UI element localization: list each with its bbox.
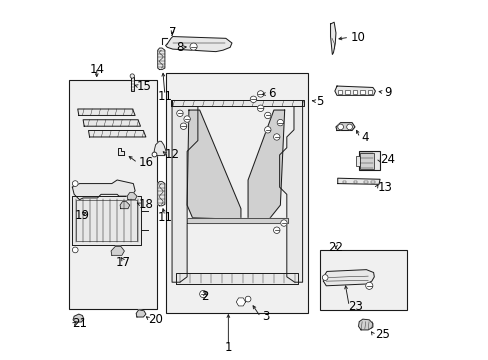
Polygon shape [176,273,298,284]
Bar [367,90,371,94]
Circle shape [280,220,286,226]
Text: 3: 3 [261,310,268,324]
Circle shape [190,43,197,50]
Text: 24: 24 [379,153,394,166]
Polygon shape [337,178,379,184]
Circle shape [277,120,283,126]
Polygon shape [334,86,375,95]
Bar [356,156,359,166]
Circle shape [183,116,190,122]
Circle shape [337,124,343,130]
Bar [342,181,346,183]
Polygon shape [187,110,241,220]
Text: 25: 25 [374,328,389,341]
Polygon shape [187,218,287,223]
Bar [353,181,356,183]
Text: 10: 10 [349,31,365,44]
Text: 19: 19 [75,210,90,222]
Circle shape [250,96,256,103]
Polygon shape [88,131,145,137]
Bar [360,90,364,94]
Polygon shape [279,101,302,282]
Text: 18: 18 [139,198,153,211]
Text: 16: 16 [139,156,153,169]
Text: 4: 4 [360,131,368,144]
Polygon shape [165,37,231,51]
Circle shape [72,247,78,253]
Polygon shape [111,246,124,255]
Bar [69,80,156,309]
Text: 21: 21 [72,317,87,330]
Polygon shape [72,196,140,244]
Text: 5: 5 [316,95,323,108]
Text: 9: 9 [384,86,391,99]
Circle shape [244,296,250,302]
Text: 14: 14 [89,63,104,76]
Bar [319,249,406,310]
Polygon shape [154,141,166,156]
Text: 15: 15 [136,80,151,93]
Circle shape [273,227,280,233]
Text: 12: 12 [164,148,180,161]
Bar [131,77,133,91]
Polygon shape [136,310,145,317]
Circle shape [176,110,183,117]
Bar [352,90,356,94]
Circle shape [264,112,270,119]
Bar [345,90,349,94]
Text: 13: 13 [376,181,391,194]
Polygon shape [330,22,335,54]
Circle shape [199,291,206,298]
Text: 17: 17 [116,256,130,269]
Polygon shape [83,120,140,126]
Text: 11: 11 [157,90,172,103]
Text: 20: 20 [147,312,162,326]
Circle shape [273,134,280,140]
Polygon shape [358,319,372,330]
Text: 22: 22 [328,241,343,254]
Polygon shape [323,270,373,286]
Polygon shape [73,314,83,322]
Polygon shape [247,110,284,223]
Polygon shape [127,193,137,200]
Text: 7: 7 [169,26,176,39]
Bar [371,181,374,183]
Bar [364,181,367,183]
Bar [165,73,308,313]
Bar [358,151,379,170]
Circle shape [346,124,352,130]
Polygon shape [236,298,245,306]
Polygon shape [172,101,198,282]
Polygon shape [158,48,164,69]
Text: 6: 6 [267,87,275,100]
Bar [337,90,341,94]
Polygon shape [78,109,135,116]
Polygon shape [72,180,135,200]
Circle shape [365,282,372,289]
Polygon shape [171,100,303,107]
Circle shape [257,91,264,97]
Circle shape [264,127,270,133]
Text: 2: 2 [201,290,208,303]
Text: 11: 11 [157,211,172,224]
Bar [359,153,373,168]
Circle shape [257,105,264,112]
Polygon shape [158,181,164,206]
Circle shape [130,74,134,78]
Polygon shape [120,202,129,209]
Circle shape [72,181,78,186]
Polygon shape [335,123,354,131]
Circle shape [322,275,327,280]
Text: 23: 23 [348,300,363,313]
Bar [76,200,137,241]
Polygon shape [118,150,125,155]
Text: 8: 8 [176,41,183,54]
Text: 1: 1 [224,341,232,354]
Circle shape [180,123,186,130]
